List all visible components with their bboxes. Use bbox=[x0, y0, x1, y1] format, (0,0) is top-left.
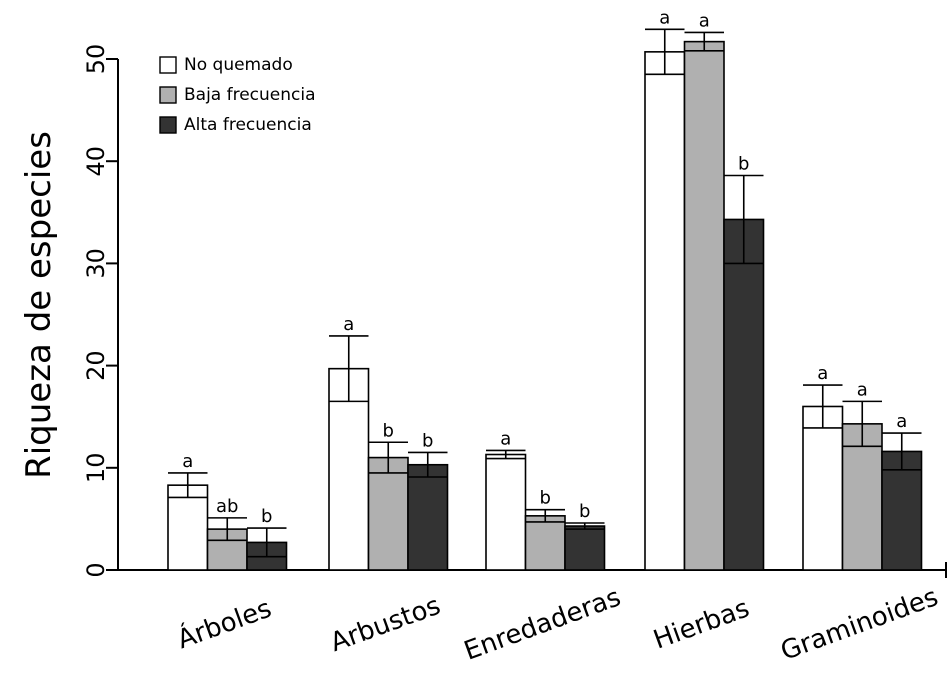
significance-letter: b bbox=[261, 506, 272, 527]
legend-item: No quemado bbox=[159, 55, 293, 75]
legend-item: Alta frecuencia bbox=[159, 115, 312, 135]
bar bbox=[407, 463, 449, 571]
significance-letter: ab bbox=[216, 496, 238, 517]
error-bar bbox=[882, 432, 922, 471]
error-bar bbox=[329, 335, 369, 403]
error-bar bbox=[684, 31, 724, 52]
legend: No quemado Baja frecuencia Alta frecuencia bbox=[159, 55, 316, 135]
y-tick-label: 20 bbox=[82, 350, 110, 381]
y-tick-label: 0 bbox=[82, 562, 110, 577]
y-tick-label: 30 bbox=[82, 248, 110, 279]
significance-letter: a bbox=[817, 363, 828, 384]
significance-letter: a bbox=[343, 314, 354, 335]
bar bbox=[367, 456, 409, 571]
error-bar bbox=[525, 508, 565, 523]
bars bbox=[167, 40, 923, 571]
legend-swatch bbox=[159, 86, 177, 104]
error-bar bbox=[724, 174, 764, 265]
bar bbox=[644, 51, 686, 571]
error-bar bbox=[168, 472, 208, 499]
error-bar bbox=[486, 449, 526, 460]
error-bar bbox=[803, 384, 843, 429]
y-tick-label: 40 bbox=[82, 146, 110, 177]
category-label: Hierbas bbox=[650, 593, 754, 655]
error-bar bbox=[645, 28, 685, 76]
y-axis-label: Riqueza de especies bbox=[19, 131, 59, 479]
category-label: Árboles bbox=[173, 592, 276, 655]
bar bbox=[564, 525, 606, 571]
error-bar bbox=[842, 400, 882, 448]
error-bar bbox=[247, 527, 287, 558]
significance-letter: b bbox=[540, 488, 551, 509]
bar bbox=[881, 450, 923, 571]
category-label: Arbustos bbox=[327, 591, 445, 658]
error-bar bbox=[207, 517, 247, 542]
bar bbox=[841, 423, 883, 571]
significance-letter: b bbox=[579, 501, 590, 522]
significance-letter: b bbox=[738, 154, 749, 175]
error-bar bbox=[565, 522, 605, 530]
significance-letter: a bbox=[857, 379, 868, 400]
legend-label: No quemado bbox=[184, 55, 293, 75]
significance-letter: b bbox=[422, 430, 433, 451]
y-tick-label: 50 bbox=[82, 44, 110, 75]
significance-letter: a bbox=[659, 7, 670, 28]
category-labels: Árboles Arbustos Enredaderas Hierbas Gramino… bbox=[173, 582, 942, 667]
category-label: Graminoides bbox=[777, 582, 942, 667]
significance-letter: a bbox=[500, 428, 511, 449]
error-bar bbox=[368, 441, 408, 474]
significance-letter: b bbox=[383, 420, 394, 441]
bar bbox=[524, 515, 566, 571]
y-tick-label: 10 bbox=[82, 453, 110, 484]
legend-swatch bbox=[159, 56, 177, 74]
bar bbox=[485, 453, 527, 571]
legend-item: Baja frecuencia bbox=[159, 85, 316, 105]
error-bar bbox=[408, 451, 448, 478]
legend-label: Alta frecuencia bbox=[184, 115, 312, 135]
category-label: Enredaderas bbox=[460, 582, 624, 666]
bar bbox=[683, 40, 725, 571]
legend-label: Baja frecuencia bbox=[184, 85, 316, 105]
bar bbox=[723, 218, 765, 571]
significance-letter: a bbox=[699, 10, 710, 31]
error-bars bbox=[168, 28, 922, 558]
significance-letter: a bbox=[896, 411, 907, 432]
significance-letter: a bbox=[182, 451, 193, 472]
legend-swatch bbox=[159, 116, 177, 134]
bar bbox=[802, 405, 844, 571]
bar bbox=[328, 367, 370, 571]
